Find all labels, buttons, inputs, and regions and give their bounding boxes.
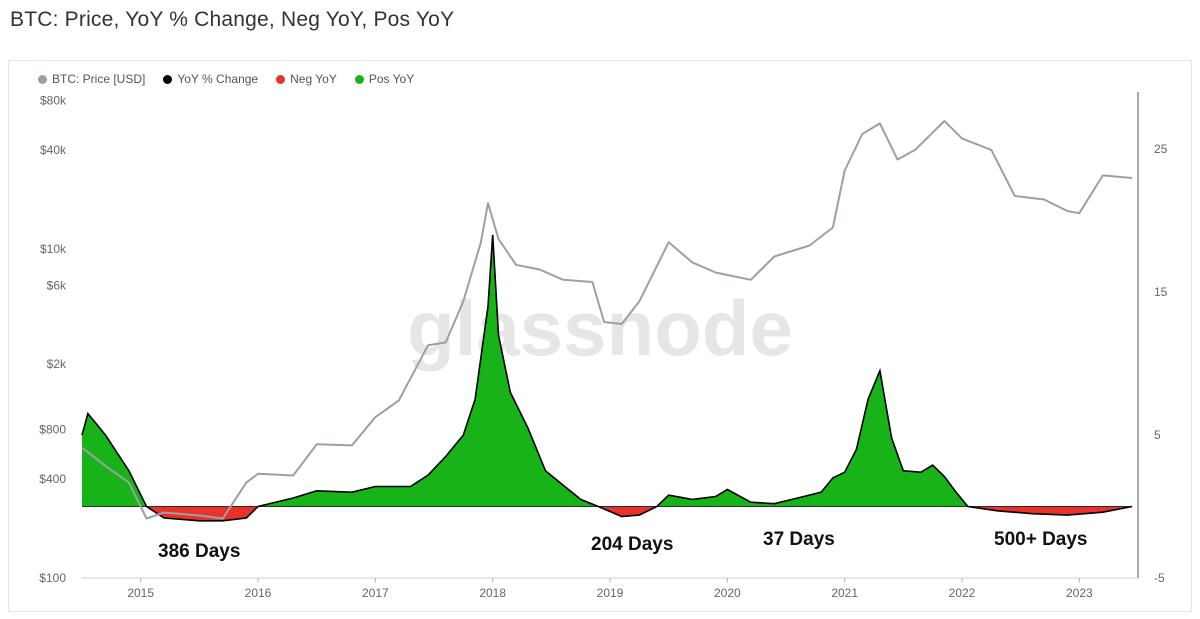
btc-price-line — [81, 120, 1133, 520]
right-tick-label: 25 — [1154, 142, 1168, 156]
legend-item-price[interactable]: BTC: Price [USD] — [38, 72, 145, 86]
annotations: 386 Days 204 Days 37 Days 500+ Days — [158, 529, 1088, 562]
legend-swatch-price — [38, 74, 47, 84]
price-line — [81, 120, 1133, 520]
left-tick-label: $100 — [39, 571, 66, 585]
left-tick-label: $80k — [40, 93, 67, 107]
legend-label-yoy: YoY % Change — [177, 72, 259, 86]
x-tick-label: 2022 — [949, 586, 976, 600]
annotation-37-days: 37 Days — [763, 529, 835, 550]
x-tick-label: 2023 — [1066, 586, 1093, 600]
x-tick-label: 2021 — [831, 586, 858, 600]
right-tick-label: -5 — [1154, 571, 1165, 585]
pos-yoy-fill — [82, 235, 1133, 507]
yoy-change-line — [81, 234, 1133, 522]
x-tick-label: 2016 — [245, 586, 272, 600]
left-tick-label: $40k — [40, 143, 67, 157]
chart-frame — [8, 60, 1192, 612]
legend-swatch-yoy — [163, 74, 173, 84]
legend-item-neg[interactable]: Neg YoY — [276, 72, 337, 86]
annotation-500-days: 500+ Days — [994, 529, 1088, 550]
chart-title: BTC: Price, YoY % Change, Neg YoY, Pos Y… — [10, 8, 455, 31]
pos-yoy-area — [82, 235, 1133, 507]
x-tick-label: 2019 — [597, 586, 624, 600]
left-tick-label: $6k — [47, 278, 67, 292]
legend-label-neg: Neg YoY — [290, 72, 337, 86]
left-tick-label: $800 — [39, 422, 66, 436]
legend-item-yoy[interactable]: YoY % Change — [163, 72, 258, 86]
yoy-line — [81, 234, 1133, 522]
watermark: glassnode — [407, 284, 793, 372]
legend-swatch-neg — [276, 74, 286, 84]
x-tick-label: 2018 — [479, 586, 506, 600]
axes: 2015 2016 2017 2018 2019 2020 2021 2022 2023 $100… — [39, 92, 1168, 600]
legend-label-price: BTC: Price [USD] — [52, 72, 146, 86]
annotation-386-days: 386 Days — [158, 541, 240, 562]
right-tick-label: 5 — [1154, 428, 1161, 442]
legend-label-pos: Pos YoY — [368, 72, 415, 86]
left-tick-label: $400 — [39, 472, 66, 486]
chart-legend: BTC: Price [USD] YoY % Change Neg YoY Po… — [38, 72, 414, 86]
x-tick-label: 2017 — [362, 586, 389, 600]
left-tick-label: $2k — [47, 357, 67, 371]
x-tick-label: 2015 — [127, 586, 154, 600]
legend-item-pos[interactable]: Pos YoY — [354, 72, 415, 86]
legend-swatch-pos — [354, 74, 364, 84]
x-tick-label: 2020 — [714, 586, 741, 600]
annotation-204-days: 204 Days — [591, 534, 673, 555]
right-tick-label: 15 — [1154, 285, 1168, 299]
left-tick-label: $10k — [40, 242, 67, 256]
